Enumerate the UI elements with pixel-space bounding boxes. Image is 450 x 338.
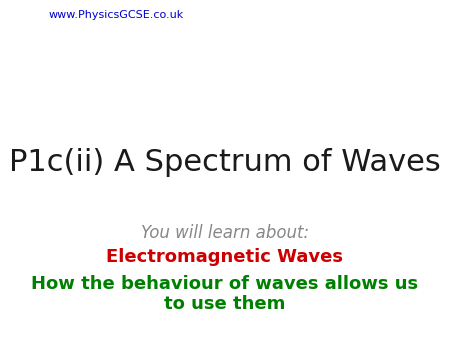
- Text: P1c(ii) A Spectrum of Waves: P1c(ii) A Spectrum of Waves: [9, 148, 441, 177]
- Text: How the behaviour of waves allows us
to use them: How the behaviour of waves allows us to …: [32, 275, 419, 313]
- Text: www.PhysicsGCSE.co.uk: www.PhysicsGCSE.co.uk: [49, 10, 184, 20]
- Text: Electromagnetic Waves: Electromagnetic Waves: [107, 248, 343, 266]
- Text: You will learn about:: You will learn about:: [141, 224, 309, 242]
